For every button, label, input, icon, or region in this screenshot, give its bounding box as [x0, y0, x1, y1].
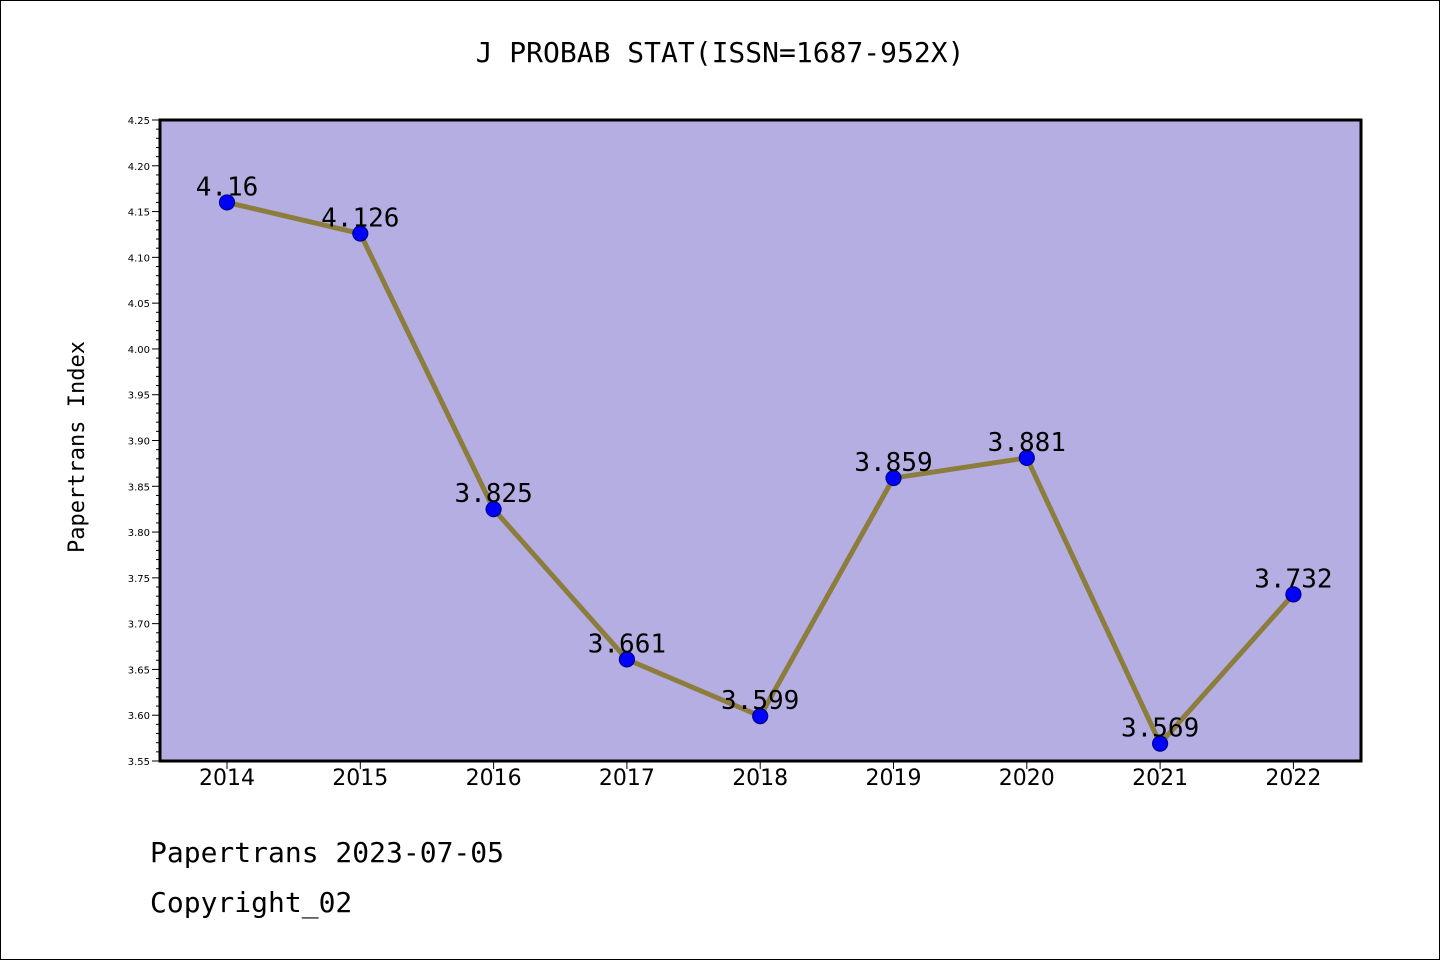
data-point: [752, 708, 769, 725]
x-tick-label: 2020: [999, 766, 1055, 791]
data-point: [618, 651, 636, 668]
x-tick-label: 2022: [1265, 766, 1321, 791]
y-axis-label: Papertrans Index: [65, 341, 90, 553]
footer-date: Papertrans 2023-07-05: [150, 836, 505, 869]
data-label: 3.599: [721, 686, 799, 716]
plot-border: [158, 118, 1363, 763]
data-label: 3.859: [854, 448, 932, 478]
y-tick-label: 4.05: [128, 299, 150, 310]
y-tick-label: 3.65: [128, 665, 150, 676]
data-label: 3.569: [1121, 714, 1199, 744]
data-point: [1018, 449, 1035, 466]
data-point: [885, 469, 902, 487]
y-tick-label: 4.00: [128, 345, 150, 356]
data-label: 3.881: [988, 428, 1066, 458]
data-label: 3.732: [1254, 564, 1332, 594]
data-point: [485, 501, 502, 518]
y-axis-ticks: 3.55 3.60 3.65 3.70 3.75 3.80 3.85 3.90 3.95 4.00…: [128, 116, 160, 768]
y-tick-label: 4.25: [128, 116, 150, 127]
x-tick-label: 2016: [466, 766, 522, 791]
y-tick-label: 4.20: [128, 162, 150, 173]
y-tick-label: 3.75: [128, 574, 150, 585]
x-tick-label: 2019: [866, 766, 922, 791]
y-tick-label: 3.55: [128, 757, 150, 768]
data-point: [1285, 586, 1302, 603]
data-label: 4.16: [196, 172, 259, 202]
data-label: 3.661: [588, 629, 666, 659]
data-markers: [218, 194, 1302, 752]
y-tick-label: 3.60: [128, 711, 150, 722]
x-tick-label: 2018: [732, 766, 788, 791]
data-point: [352, 225, 369, 242]
y-tick-label: 3.95: [128, 391, 150, 402]
footer-copyright: Copyright_02: [150, 886, 353, 919]
x-tick-label: 2015: [332, 766, 388, 791]
y-tick-label: 4.10: [128, 253, 150, 264]
x-tick-label: 2017: [599, 766, 655, 791]
y-tick-label: 3.80: [128, 528, 150, 539]
chart-title: J PROBAB STAT(ISSN=1687-952X): [475, 36, 965, 69]
data-label: 4.126: [321, 204, 399, 234]
y-tick-label: 3.90: [128, 437, 150, 448]
data-point: [218, 194, 236, 211]
data-point: [1151, 735, 1169, 752]
x-tick-label: 2021: [1132, 766, 1188, 791]
data-labels: 4.16 4.126 3.825 3.661 3.599 3.859 3.881 3.569 3…: [196, 172, 1333, 743]
y-tick-label: 3.70: [128, 620, 150, 631]
x-tick-label: 2014: [199, 766, 255, 791]
x-axis-ticks: 2014 2015 2016 2017 2018 2019 2020 2021 2022: [199, 761, 1321, 791]
y-tick-label: 4.15: [128, 208, 150, 219]
y-tick-label: 3.85: [128, 482, 150, 493]
data-label: 3.825: [454, 479, 532, 509]
